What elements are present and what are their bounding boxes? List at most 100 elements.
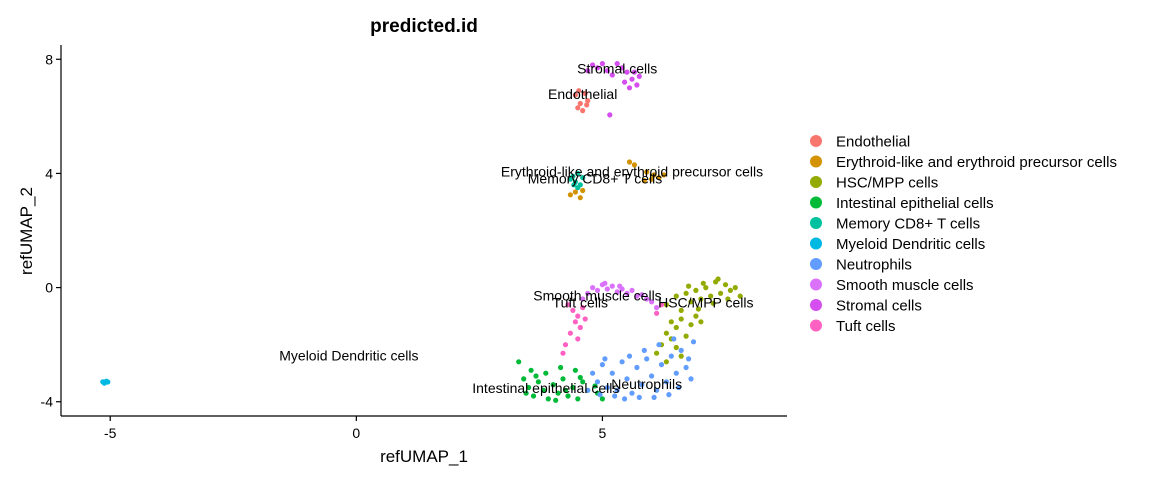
point-9-0 [570, 307, 576, 313]
point-6-21 [612, 393, 618, 399]
point-3-20 [553, 397, 559, 403]
point-0-5 [580, 108, 586, 114]
point-3-5 [540, 387, 547, 393]
point-9-1 [575, 313, 581, 319]
point-7-13 [580, 296, 586, 302]
point-7-15 [602, 280, 608, 286]
point-9-3 [572, 319, 579, 325]
point-2-4 [688, 299, 694, 305]
point-1-7 [649, 176, 655, 182]
point-2-31 [663, 359, 670, 365]
point-2-8 [708, 293, 714, 299]
point-2-12 [727, 287, 734, 293]
point-8-7 [624, 69, 630, 75]
point-0-3 [575, 105, 581, 111]
point-2-6 [698, 296, 704, 302]
point-7-11 [649, 299, 655, 305]
point-5-4 [103, 378, 109, 384]
point-1-6 [661, 172, 667, 178]
point-3-2 [526, 384, 532, 391]
point-3-19 [533, 373, 539, 379]
point-8-0 [585, 68, 591, 74]
point-2-33 [686, 283, 692, 289]
point-1-11 [580, 187, 586, 194]
point-6-29 [602, 356, 608, 362]
point-2-28 [693, 313, 699, 319]
point-2-10 [718, 290, 724, 296]
point-2-13 [732, 285, 738, 291]
point-2-21 [663, 330, 670, 336]
point-2-0 [663, 302, 670, 308]
point-9-4 [577, 324, 583, 331]
point-3-25 [577, 374, 583, 381]
point-7-7 [624, 290, 630, 296]
point-7-8 [629, 287, 635, 293]
point-6-8 [629, 390, 635, 396]
point-6-2 [599, 362, 606, 368]
legend-label-8: Stromal cells [836, 298, 922, 315]
point-6-30 [651, 394, 657, 400]
y-tick-label-0: -4 [41, 394, 54, 410]
point-2-27 [678, 353, 684, 359]
y-tick-label-2: 4 [45, 165, 53, 181]
point-6-25 [671, 336, 677, 342]
point-6-16 [668, 353, 674, 359]
point-0-1 [577, 100, 583, 107]
point-6-34 [597, 392, 603, 398]
point-2-2 [678, 307, 684, 313]
cluster-label-9: Tuft cells [553, 295, 609, 311]
point-7-17 [644, 296, 650, 302]
point-6-27 [690, 339, 697, 345]
point-3-12 [575, 396, 581, 402]
point-3-3 [530, 393, 537, 399]
point-1-10 [577, 195, 583, 201]
x-tick-label-2: 5 [599, 425, 607, 441]
point-2-30 [668, 319, 674, 325]
point-8-4 [604, 68, 610, 74]
point-4-4 [567, 176, 574, 182]
cluster-label-6: Neutrophils [611, 376, 682, 392]
point-2-23 [654, 350, 660, 356]
point-3-16 [543, 370, 549, 376]
point-6-11 [644, 356, 650, 362]
point-7-14 [585, 290, 591, 296]
point-8-6 [619, 65, 625, 71]
legend-key-8 [810, 299, 822, 311]
legend-key-7 [810, 278, 822, 291]
legend-key-6 [810, 258, 822, 270]
cluster-labels-layer: Endothelial Erythroid-like and erythroid … [279, 61, 763, 397]
point-3-18 [572, 367, 579, 373]
point-6-33 [676, 384, 682, 391]
point-9-8 [565, 302, 571, 308]
chart-title: predicted.id [370, 16, 478, 37]
cluster-label-0: Endothelial [548, 86, 617, 102]
point-1-2 [644, 169, 650, 175]
point-1-0 [626, 159, 633, 165]
point-8-1 [590, 62, 596, 68]
point-2-25 [683, 333, 689, 339]
point-1-3 [651, 172, 657, 178]
point-8-13 [614, 61, 620, 67]
point-2-26 [688, 322, 694, 328]
point-9-6 [562, 342, 569, 348]
point-2-32 [725, 296, 731, 302]
point-6-31 [622, 396, 628, 402]
point-1-9 [572, 189, 579, 195]
point-6-22 [626, 353, 633, 359]
x-axis-title: refUMAP_1 [380, 447, 468, 466]
point-7-3 [604, 286, 610, 292]
point-6-20 [688, 376, 694, 382]
point-2-7 [703, 285, 709, 291]
point-1-5 [641, 178, 647, 184]
point-2-24 [673, 344, 679, 351]
legend-key-4 [810, 217, 822, 229]
point-8-11 [626, 85, 633, 91]
legend-label-1: Erythroid-like and erythroid precursor c… [836, 154, 1117, 171]
point-8-10 [631, 69, 638, 75]
point-3-10 [565, 393, 571, 399]
point-6-13 [654, 387, 660, 393]
point-8-14 [607, 112, 613, 118]
point-9-2 [580, 305, 586, 311]
point-7-9 [634, 293, 640, 299]
legend-label-0: Endothelial [836, 134, 910, 151]
